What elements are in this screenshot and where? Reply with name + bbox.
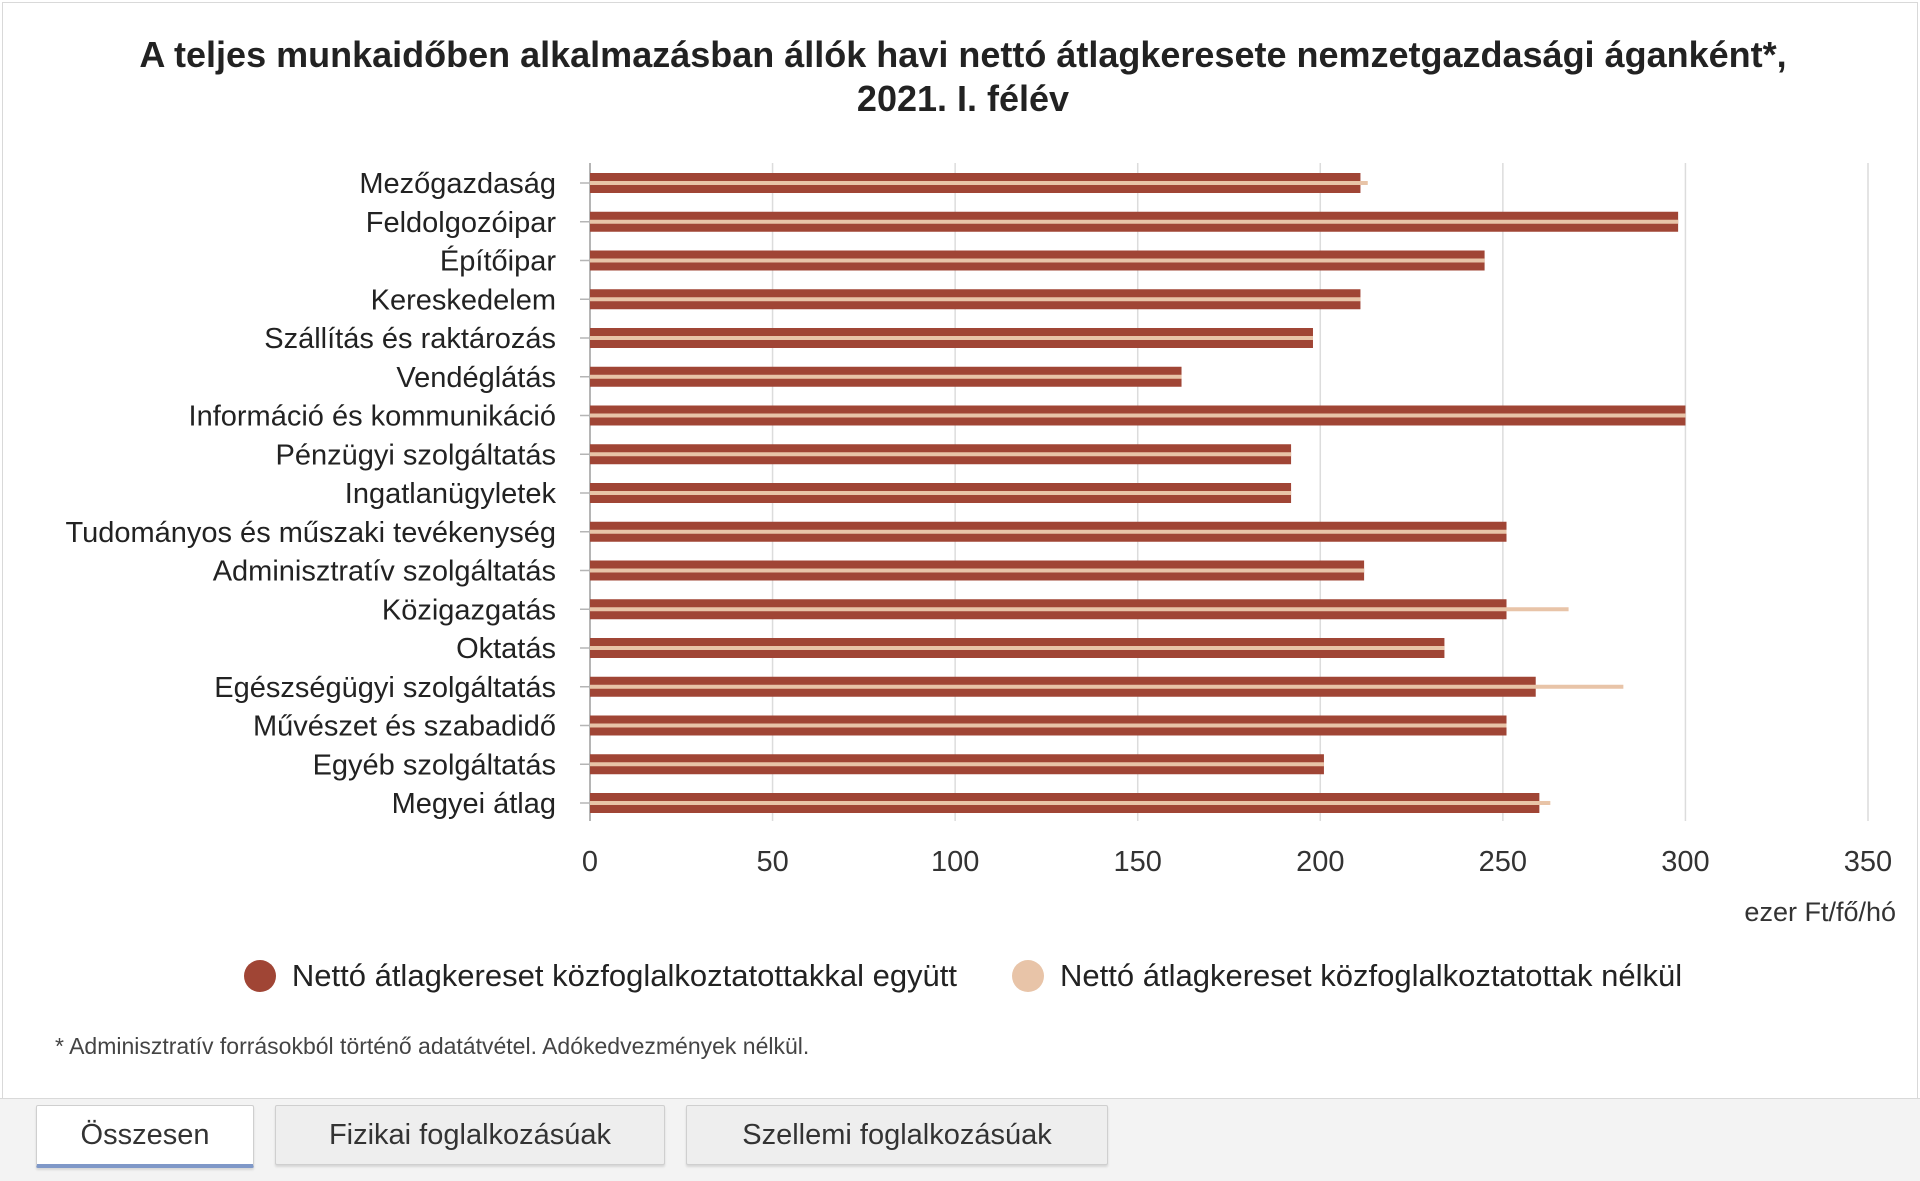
bar-series-2-15[interactable] — [590, 762, 1324, 767]
y-tick-label-0: Mezőgazdaság — [359, 168, 556, 200]
y-tick-label-12: Oktatás — [456, 633, 556, 665]
tab-szellemi-foglalkozasuak[interactable]: Szellemi foglalkozásúak — [686, 1105, 1108, 1165]
bar-series-2-10[interactable] — [590, 568, 1365, 573]
bar-series-2-0[interactable] — [590, 181, 1368, 185]
tab-osszesen[interactable]: Összesen — [36, 1105, 254, 1168]
x-tick-label-200: 200 — [1296, 846, 1344, 878]
y-tick-label-4: Szállítás és raktározás — [264, 323, 556, 355]
bar-series-2-14[interactable] — [590, 723, 1507, 728]
bar-series-2-3[interactable] — [590, 297, 1361, 302]
chart-title-line-1: A teljes munkaidőben alkalmazásban állók… — [139, 34, 1787, 75]
bar-series-2-11[interactable] — [590, 607, 1569, 612]
chart-legend: Nettó átlagkereset közfoglalkoztatottakk… — [3, 958, 1920, 994]
y-tick-label-15: Egyéb szolgáltatás — [313, 749, 556, 781]
chart-panel: A teljes munkaidőben alkalmazásban állók… — [2, 2, 1918, 1099]
y-tick-label-10: Adminisztratív szolgáltatás — [213, 556, 556, 588]
y-tick-label-6: Információ és kommunikáció — [189, 401, 556, 433]
x-tick-label-100: 100 — [931, 846, 979, 878]
x-tick-label-50: 50 — [756, 846, 788, 878]
bar-series-2-7[interactable] — [590, 452, 1292, 457]
y-tick-label-11: Közigazgatás — [382, 594, 556, 626]
bar-series-2-8[interactable] — [590, 491, 1292, 495]
y-tick-label-8: Ingatlanügyletek — [345, 478, 557, 510]
bar-series-2-16[interactable] — [590, 801, 1551, 805]
footnote: * Adminisztratív forrásokból történő ada… — [55, 1033, 810, 1059]
bar-series-2-9[interactable] — [590, 529, 1507, 534]
legend-marker-series-1 — [243, 960, 276, 992]
y-tick-label-1: Feldolgozóipar — [366, 207, 557, 239]
y-tick-label-7: Pénzügyi szolgáltatás — [276, 439, 557, 471]
tab-bar: Összesen Fizikai foglalkozásúak Szellemi… — [0, 1098, 1920, 1181]
y-tick-label-16: Megyei átlag — [392, 788, 556, 820]
chart-title-line-2: 2021. I. félév — [856, 78, 1070, 119]
bar-series-2-13[interactable] — [590, 684, 1624, 689]
chart-title: A teljes munkaidőben alkalmazásban állók… — [3, 33, 1920, 121]
y-tick-label-5: Vendéglátás — [396, 362, 556, 394]
legend-label-series-2: Nettó átlagkereset közfoglalkoztatottak … — [1060, 958, 1683, 993]
bar-series-2-6[interactable] — [590, 413, 1686, 418]
x-tick-label-350: 350 — [1844, 846, 1892, 878]
x-tick-label-150: 150 — [1114, 846, 1162, 878]
y-tick-label-2: Építőipar — [440, 245, 556, 278]
legend-item-series-2[interactable]: Nettó átlagkereset közfoglalkoztatottak … — [1012, 958, 1682, 994]
legend-item-series-1[interactable]: Nettó átlagkereset közfoglalkoztatottakk… — [243, 958, 958, 994]
bar-series-2-2[interactable] — [590, 258, 1485, 263]
tab-fizikai-foglalkozasuak[interactable]: Fizikai foglalkozásúak — [275, 1105, 665, 1165]
bar-series-2-12[interactable] — [590, 646, 1445, 650]
x-tick-label-0: 0 — [582, 846, 598, 878]
bar-series-2-1[interactable] — [590, 219, 1679, 224]
y-tick-label-9: Tudományos és műszaki tevékenység — [65, 517, 556, 549]
y-tick-label-3: Kereskedelem — [371, 284, 556, 316]
x-axis-label: ezer Ft/fő/hó — [1744, 897, 1896, 927]
legend-marker-series-2 — [1012, 960, 1045, 992]
bar-series-2-4[interactable] — [590, 336, 1313, 340]
legend-label-series-1: Nettó átlagkereset közfoglalkoztatottakk… — [291, 958, 958, 993]
bar-series-2-5[interactable] — [590, 374, 1182, 379]
y-tick-label-13: Egészségügyi szolgáltatás — [214, 672, 556, 704]
bar-chart: 0 50 100 150 200 250 300 350 ezer Ft/fő/hó Mezőga… — [65, 163, 1896, 927]
x-tick-label-250: 250 — [1479, 846, 1527, 878]
x-tick-label-300: 300 — [1661, 846, 1709, 878]
y-tick-label-14: Művészet és szabadidő — [253, 711, 556, 743]
